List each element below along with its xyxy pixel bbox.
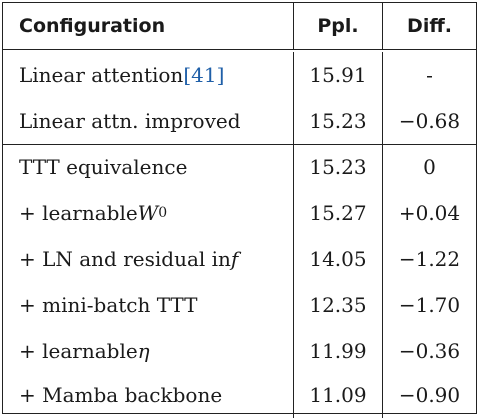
table-row: + LN and residual in f 14.05 −1.22 bbox=[3, 236, 476, 282]
ppl-cell: 15.23 bbox=[294, 144, 383, 190]
table-row: + mini-batch TTT 12.35 −1.70 bbox=[3, 282, 476, 328]
diff-cell: 0 bbox=[423, 155, 436, 179]
table-row: Linear attention [41] 15.91 - bbox=[3, 52, 476, 98]
header-row: Configuration Ppl. Diff. bbox=[3, 3, 476, 49]
citation-link[interactable]: 41 bbox=[191, 63, 217, 87]
header-divider bbox=[3, 49, 476, 50]
config-text: Linear attention bbox=[19, 63, 184, 87]
diff-cell: −1.70 bbox=[398, 293, 461, 317]
header-configuration: Configuration bbox=[3, 3, 294, 49]
citation-open: [ bbox=[183, 63, 192, 87]
ppl-cell: 15.91 bbox=[294, 52, 383, 98]
diff-cell: - bbox=[426, 63, 433, 87]
config-text: + learnable bbox=[19, 201, 138, 225]
table-row: + learnable η 11.99 −0.36 bbox=[3, 328, 476, 374]
config-cell: Linear attn. improved bbox=[3, 98, 294, 144]
diff-cell: −0.36 bbox=[398, 339, 461, 363]
table-row: Linear attn. improved 15.23 −0.68 bbox=[3, 98, 476, 144]
math-variable: W bbox=[137, 201, 159, 225]
config-cell: Linear attention [41] bbox=[3, 52, 294, 98]
ppl-cell: 11.09 bbox=[294, 372, 383, 418]
ppl-cell: 12.35 bbox=[294, 282, 383, 328]
config-cell: + Mamba backbone bbox=[3, 372, 294, 418]
citation-close: ] bbox=[216, 63, 225, 87]
math-subscript: 0 bbox=[158, 205, 168, 221]
group-divider bbox=[3, 144, 476, 145]
header-diff: Diff. bbox=[407, 15, 452, 37]
table-row: TTT equivalence 15.23 0 bbox=[3, 144, 476, 190]
ppl-cell: 11.99 bbox=[294, 328, 383, 374]
config-text: + LN and residual in bbox=[19, 247, 231, 271]
math-variable: η bbox=[137, 339, 150, 363]
header-ppl: Ppl. bbox=[294, 3, 383, 49]
ppl-cell: 14.05 bbox=[294, 236, 383, 282]
config-text: + learnable bbox=[19, 339, 138, 363]
config-cell: + learnable η bbox=[3, 328, 294, 374]
table-row: + Mamba backbone 11.09 −0.90 bbox=[3, 372, 476, 418]
ppl-cell: 15.23 bbox=[294, 98, 383, 144]
ppl-cell: 15.27 bbox=[294, 190, 383, 236]
config-cell: + mini-batch TTT bbox=[3, 282, 294, 328]
diff-cell: −0.90 bbox=[398, 383, 461, 407]
diff-cell: −0.68 bbox=[398, 109, 461, 133]
config-cell: + LN and residual in f bbox=[3, 236, 294, 282]
math-variable: f bbox=[230, 247, 239, 271]
diff-cell: +0.04 bbox=[398, 201, 461, 225]
diff-cell: −1.22 bbox=[398, 247, 461, 271]
config-cell: TTT equivalence bbox=[3, 144, 294, 190]
